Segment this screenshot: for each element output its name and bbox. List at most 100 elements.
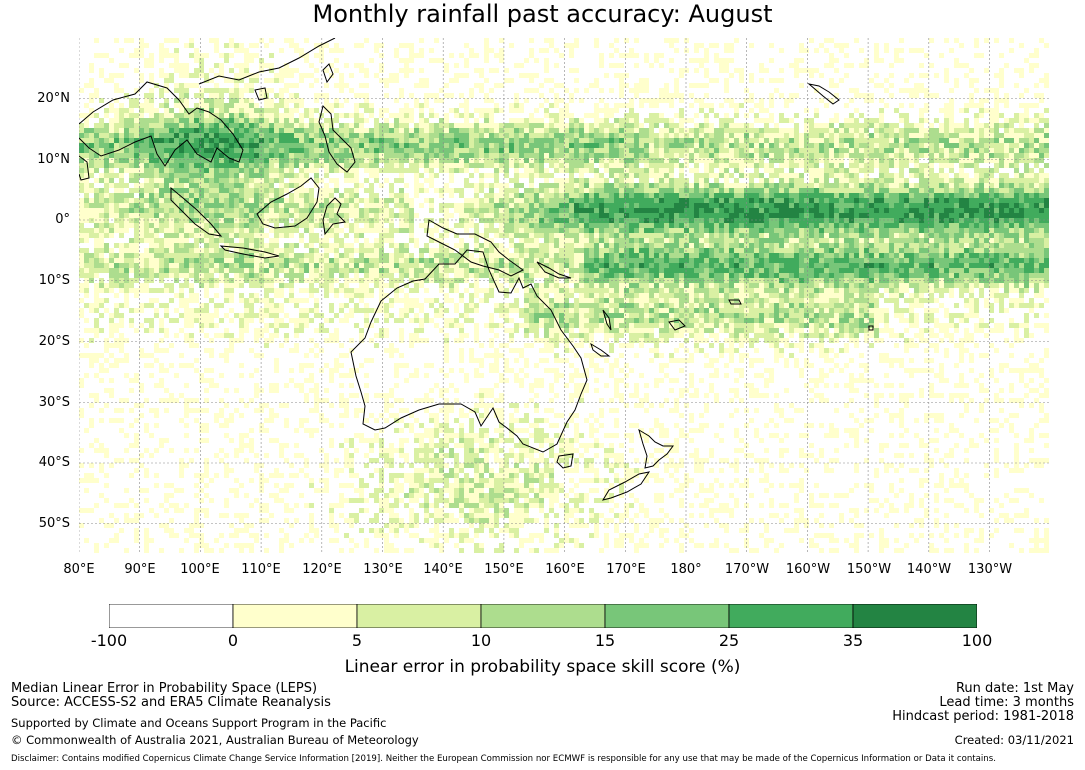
grid-cell [84, 168, 89, 173]
grid-cell [624, 143, 629, 148]
grid-cell [534, 218, 539, 223]
grid-cell [754, 183, 759, 188]
grid-cell [989, 208, 994, 213]
grid-cell [204, 193, 209, 198]
grid-cell [769, 183, 774, 188]
grid-cell [79, 113, 84, 118]
grid-cell [1039, 78, 1044, 83]
grid-cell [594, 153, 599, 158]
grid-cell [719, 138, 724, 143]
grid-cell [579, 98, 584, 103]
grid-cell [144, 218, 149, 223]
grid-cell [299, 103, 304, 108]
grid-cell [114, 88, 119, 93]
grid-cell [1014, 143, 1019, 148]
grid-cell [469, 148, 474, 153]
grid-cell [899, 38, 904, 43]
grid-cell [864, 133, 869, 138]
grid-cell [599, 133, 604, 138]
grid-cell [269, 158, 274, 163]
grid-cell [984, 148, 989, 153]
grid-cell [579, 218, 584, 223]
grid-cell [239, 223, 244, 228]
grid-cell [419, 163, 424, 168]
grid-cell [239, 198, 244, 203]
grid-cell [794, 113, 799, 118]
grid-cell [494, 123, 499, 128]
grid-cell [224, 78, 229, 83]
grid-cell [304, 213, 309, 218]
grid-cell [974, 158, 979, 163]
grid-cell [514, 158, 519, 163]
grid-cell [309, 133, 314, 138]
grid-cell [994, 93, 999, 98]
grid-cell [614, 108, 619, 113]
grid-cell [769, 58, 774, 63]
grid-cell [184, 63, 189, 68]
grid-cell [624, 113, 629, 118]
grid-cell [349, 193, 354, 198]
grid-cell [204, 153, 209, 158]
grid-cell [199, 93, 204, 98]
grid-cell [864, 203, 869, 208]
grid-cell [194, 208, 199, 213]
grid-cell [194, 198, 199, 203]
grid-cell [984, 108, 989, 113]
grid-cell [849, 178, 854, 183]
grid-cell [704, 153, 709, 158]
grid-cell [939, 198, 944, 203]
grid-cell [709, 173, 714, 178]
grid-cell [324, 223, 329, 228]
grid-cell [864, 183, 869, 188]
grid-cell [589, 168, 594, 173]
grid-cell [449, 168, 454, 173]
grid-cell [344, 163, 349, 168]
grid-cell [904, 193, 909, 198]
grid-cell [104, 113, 109, 118]
grid-cell [1034, 118, 1039, 123]
grid-cell [954, 123, 959, 128]
grid-cell [824, 128, 829, 133]
grid-cell [1009, 163, 1014, 168]
grid-cell [479, 83, 484, 88]
grid-cell [79, 128, 84, 133]
grid-cell [214, 138, 219, 143]
grid-cell [954, 143, 959, 148]
grid-cell [144, 193, 149, 198]
grid-cell [214, 143, 219, 148]
grid-cell [804, 193, 809, 198]
grid-cell [924, 118, 929, 123]
grid-cell [414, 123, 419, 128]
grid-cell [739, 198, 744, 203]
grid-cell [189, 178, 194, 183]
grid-cell [269, 68, 274, 73]
grid-cell [669, 213, 674, 218]
grid-cell [714, 113, 719, 118]
grid-cell [834, 168, 839, 173]
grid-cell [244, 193, 249, 198]
grid-cell [104, 123, 109, 128]
grid-cell [574, 78, 579, 83]
grid-cell [474, 123, 479, 128]
grid-cell [929, 63, 934, 68]
grid-cell [564, 148, 569, 153]
grid-cell [404, 208, 409, 213]
grid-cell [254, 148, 259, 153]
grid-cell [334, 208, 339, 213]
grid-cell [499, 108, 504, 113]
grid-cell [254, 173, 259, 178]
grid-cell [719, 163, 724, 168]
grid-cell [704, 208, 709, 213]
grid-cell [1024, 183, 1029, 188]
grid-cell [574, 178, 579, 183]
grid-cell [654, 173, 659, 178]
grid-cell [544, 58, 549, 63]
grid-cell [944, 153, 949, 158]
grid-cell [1004, 163, 1009, 168]
grid-cell [764, 153, 769, 158]
grid-cell [769, 213, 774, 218]
grid-cell [699, 148, 704, 153]
grid-cell [789, 158, 794, 163]
grid-cell [194, 218, 199, 223]
grid-cell [644, 98, 649, 103]
